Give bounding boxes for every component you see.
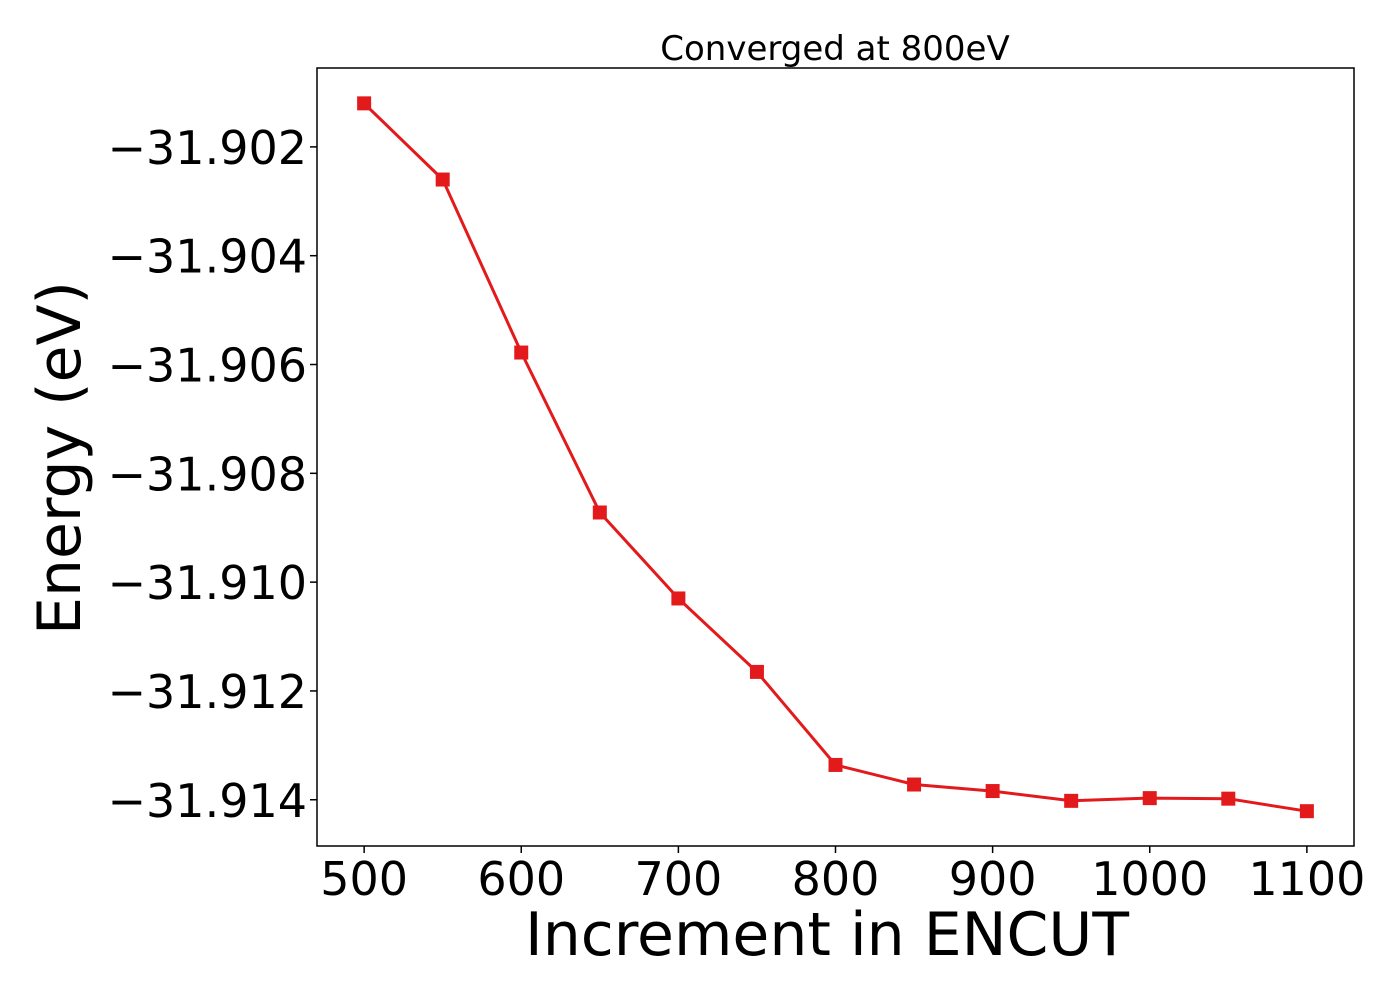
- data-point-marker: [749, 664, 764, 679]
- y-tick-label: −31.910: [108, 556, 308, 610]
- data-point-marker: [357, 96, 372, 111]
- data-point-marker: [592, 505, 607, 520]
- x-tick-label: 800: [792, 852, 880, 906]
- chart-title: Converged at 800eV: [660, 29, 1009, 69]
- series-layer: [357, 96, 1314, 819]
- y-tick-label: −31.912: [108, 665, 308, 719]
- data-point-marker: [435, 172, 450, 187]
- plot-area-frame: [316, 67, 1355, 847]
- y-tick-label: −31.908: [108, 447, 308, 501]
- data-point-marker: [985, 784, 1000, 799]
- data-point-marker: [514, 345, 529, 360]
- y-tick-label: −31.904: [108, 230, 308, 284]
- y-tick-label: −31.914: [108, 774, 308, 828]
- data-point-marker: [1142, 791, 1157, 806]
- x-tick-label: 500: [320, 852, 408, 906]
- y-tick-label: −31.902: [108, 121, 308, 175]
- x-tick-label: 1000: [1091, 852, 1208, 906]
- x-tick-label: 1100: [1248, 852, 1365, 906]
- y-axis-ticks: −31.902 −31.904 −31.906 −31.908 −31.910 −31.9…: [108, 121, 317, 828]
- data-point-marker: [828, 757, 843, 772]
- x-tick-label: 700: [634, 852, 722, 906]
- data-point-marker: [907, 777, 922, 792]
- y-tick-label: −31.906: [108, 339, 308, 393]
- x-tick-label: 900: [949, 852, 1037, 906]
- data-point-marker: [1299, 804, 1314, 819]
- y-axis-title: Energy (eV): [25, 281, 95, 635]
- data-point-marker: [671, 591, 686, 606]
- x-axis-title: Increment in ENCUT: [525, 900, 1129, 970]
- x-tick-label: 600: [477, 852, 565, 906]
- x-axis-ticks: 500 600 700 800 900 1000 1100: [320, 846, 1365, 906]
- data-point-marker: [1221, 791, 1236, 806]
- series-line: [363, 102, 1308, 813]
- data-point-marker: [1064, 793, 1079, 808]
